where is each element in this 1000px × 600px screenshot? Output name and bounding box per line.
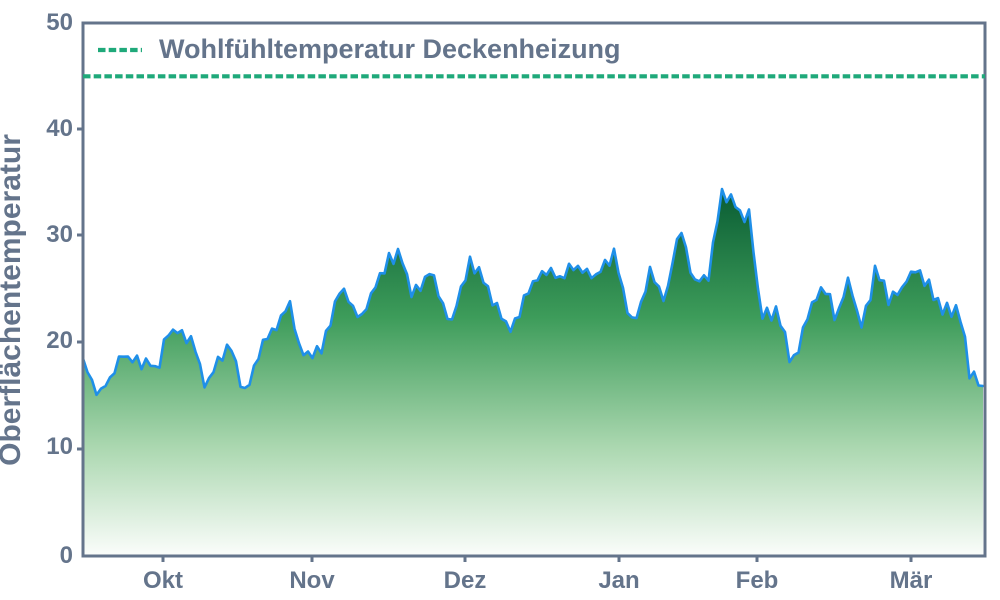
svg-text:Dez: Dez (444, 567, 487, 594)
svg-text:50: 50 (46, 9, 73, 36)
svg-text:Jan: Jan (598, 567, 639, 594)
svg-text:Okt: Okt (143, 567, 183, 594)
svg-text:10: 10 (46, 433, 73, 460)
svg-text:Wohlfühltemperatur Deckenheizu: Wohlfühltemperatur Deckenheizung (159, 34, 621, 64)
svg-text:30: 30 (46, 221, 73, 248)
svg-text:20: 20 (46, 327, 73, 354)
svg-text:Mär: Mär (890, 567, 933, 594)
svg-text:Oberflächentemperatur: Oberflächentemperatur (0, 134, 27, 466)
svg-text:Nov: Nov (289, 567, 335, 594)
svg-text:40: 40 (46, 115, 73, 142)
svg-text:0: 0 (60, 542, 73, 569)
svg-text:Feb: Feb (736, 567, 779, 594)
